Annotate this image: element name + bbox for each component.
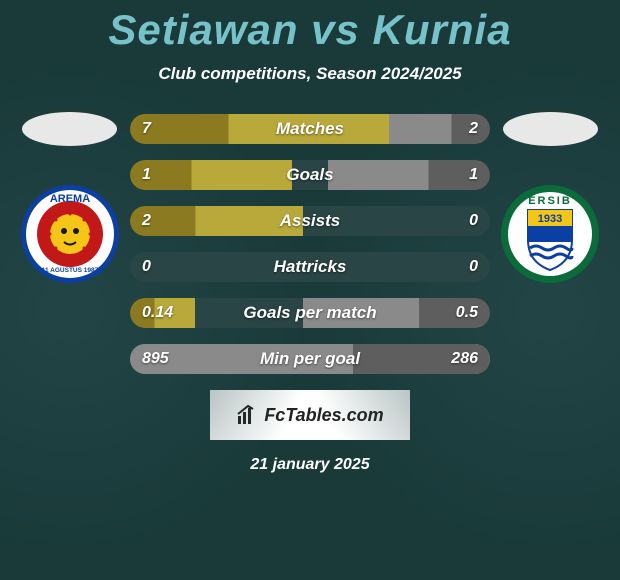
svg-text:ERSIB: ERSIB	[528, 195, 572, 207]
stat-row: Assists2 0	[130, 206, 490, 236]
stat-row: Hattricks0 0	[130, 252, 490, 282]
club-left-name: AREMA	[50, 193, 90, 205]
stat-value-left: 0	[142, 252, 151, 282]
stat-label: Matches	[130, 114, 490, 144]
stat-value-right: 0	[469, 206, 478, 236]
stat-bars: Matches72Goals11Assists20Hattricks00Goal…	[130, 114, 490, 374]
club-badge-left: AREMA 11 AGUSTUS 1987	[20, 184, 120, 284]
stat-row: Goals per match0.14 0.5	[130, 298, 490, 328]
stat-value-right: 0.5	[456, 298, 478, 328]
stat-value-left: 2	[142, 206, 151, 236]
club-badge-right: ERSIB 1933	[500, 184, 600, 284]
player-right-ellipse	[503, 112, 598, 146]
stat-row: Goals1 1	[130, 160, 490, 190]
player-left-ellipse	[22, 112, 117, 146]
stat-label: Goals	[130, 160, 490, 190]
comparison-chart: AREMA 11 AGUSTUS 1987 ERSIB	[10, 114, 610, 374]
stat-value-left: 895	[142, 344, 169, 374]
stat-label: Assists	[130, 206, 490, 236]
stat-label: Min per goal	[130, 344, 490, 374]
stat-value-right: 286	[451, 344, 478, 374]
stat-label: Goals per match	[130, 298, 490, 328]
club-right-year: 1933	[538, 213, 562, 225]
stat-value-right: 0	[469, 252, 478, 282]
stat-value-right: 2	[469, 114, 478, 144]
stat-value-right: 1	[469, 160, 478, 190]
stat-value-left: 1	[142, 160, 151, 190]
stat-label: Hattricks	[130, 252, 490, 282]
stat-row: Min per goal895 286	[130, 344, 490, 374]
page-title: Setiawan vs Kurnia	[0, 0, 620, 54]
svg-text:11 AGUSTUS 1987: 11 AGUSTUS 1987	[42, 267, 99, 274]
stat-row: Matches7 2	[130, 114, 490, 144]
stat-value-left: 0.14	[142, 298, 173, 328]
stat-value-left: 7	[142, 114, 151, 144]
